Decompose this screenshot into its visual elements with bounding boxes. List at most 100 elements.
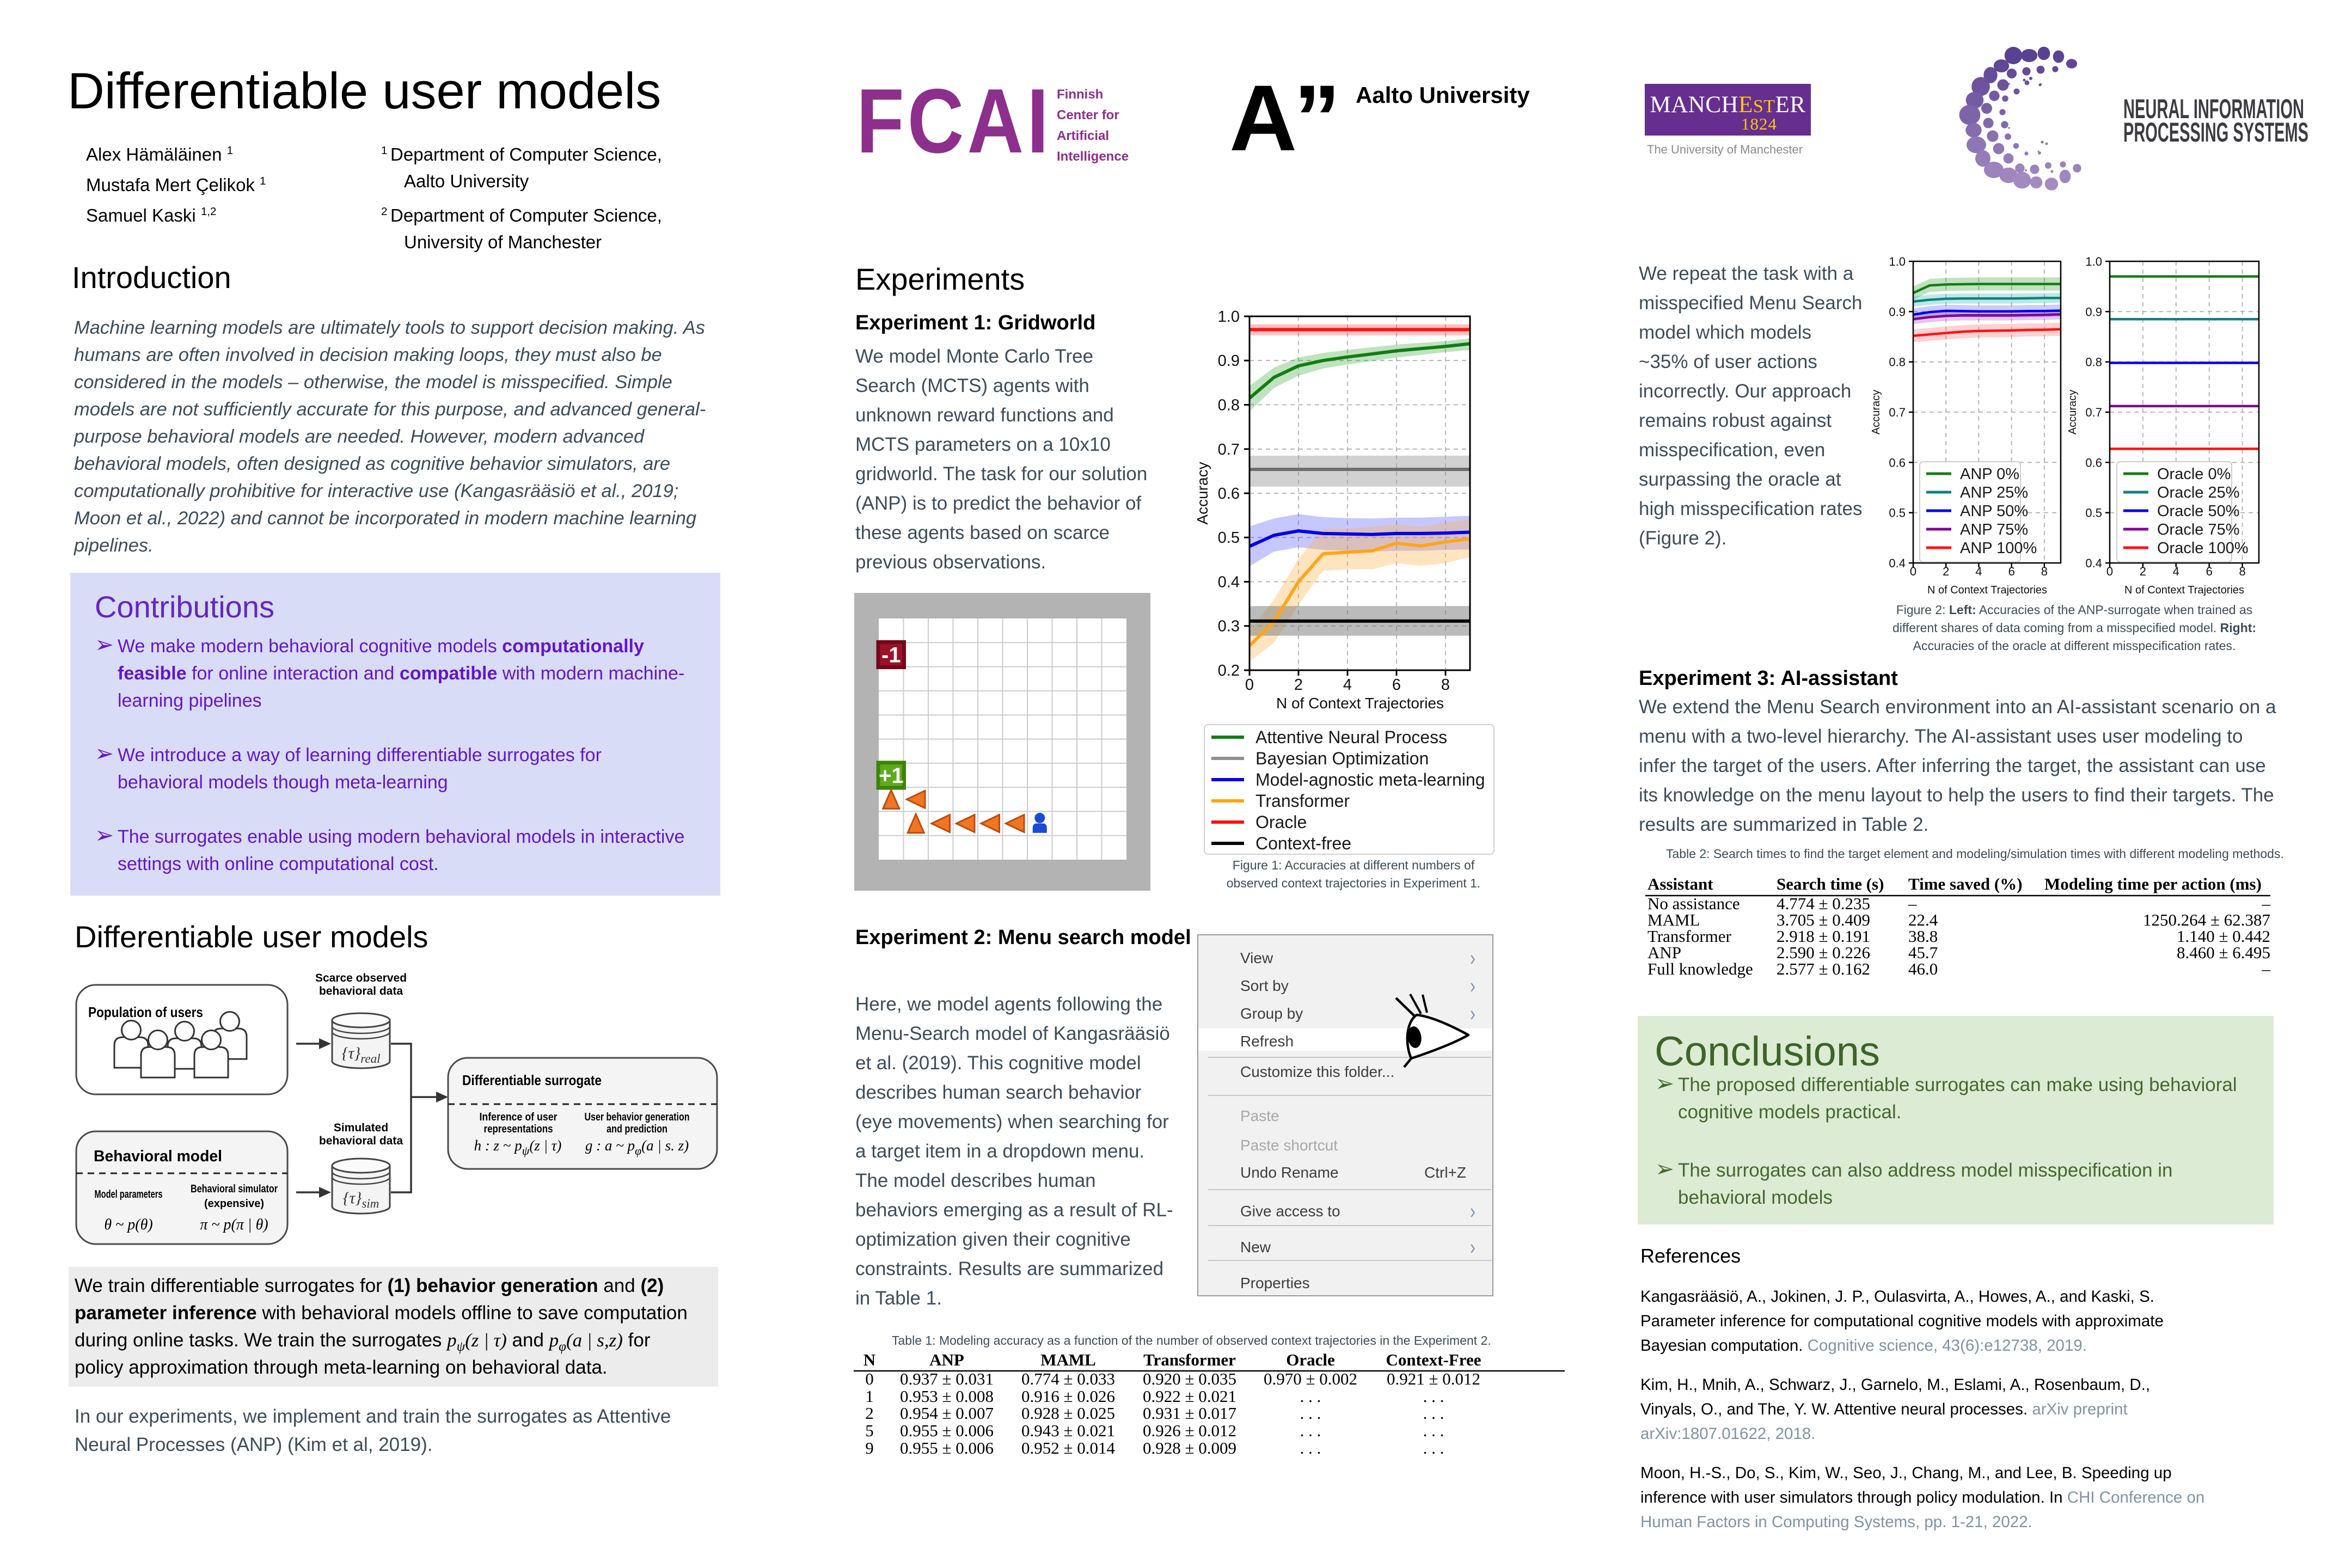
svg-text:0.955 ± 0.006: 0.955 ± 0.006 (900, 1421, 994, 1440)
svg-text:38.8: 38.8 (1908, 927, 1938, 946)
svg-text:0.943 ± 0.021: 0.943 ± 0.021 (1021, 1421, 1115, 1440)
svg-text:8.460 ± 6.495: 8.460 ± 6.495 (2177, 943, 2270, 962)
svg-text:4: 4 (2173, 565, 2179, 578)
svg-text:0: 0 (2106, 565, 2113, 578)
svg-text:Behavioral model: Behavioral model (94, 1148, 222, 1165)
svg-text:4: 4 (1343, 676, 1352, 694)
svg-text:Accuracy: Accuracy (1194, 462, 1211, 524)
svg-text:Accuracy: Accuracy (2067, 390, 2079, 434)
svg-text:Scarce observed: Scarce observed (315, 972, 407, 984)
svg-text:8: 8 (2239, 565, 2245, 578)
svg-text:6: 6 (2008, 565, 2015, 578)
svg-text:0.8: 0.8 (2085, 356, 2102, 369)
svg-text:2.590 ± 0.226: 2.590 ± 0.226 (1777, 943, 1870, 962)
svg-text:0.955 ± 0.006: 0.955 ± 0.006 (900, 1438, 994, 1457)
svg-text:–: – (2262, 894, 2271, 913)
svg-text:Oracle 75%: Oracle 75% (2157, 521, 2240, 538)
svg-text:8: 8 (1441, 676, 1450, 694)
svg-text:0.9: 0.9 (1218, 352, 1240, 370)
svg-text:0.954 ± 0.007: 0.954 ± 0.007 (900, 1404, 994, 1423)
svg-text:. . .: . . . (1423, 1387, 1444, 1406)
svg-text:0.7: 0.7 (2085, 406, 2102, 419)
svg-text:0.3: 0.3 (1218, 618, 1240, 635)
svg-text:5: 5 (865, 1421, 874, 1440)
svg-text:0.916 ± 0.026: 0.916 ± 0.026 (1021, 1387, 1115, 1406)
svg-text:ANP 50%: ANP 50% (1960, 503, 2028, 520)
svg-text:4.774 ± 0.235: 4.774 ± 0.235 (1777, 894, 1870, 913)
svg-text:0.2: 0.2 (1218, 662, 1240, 679)
svg-text:0.4: 0.4 (1218, 574, 1240, 591)
svg-text:Transformer: Transformer (1143, 1350, 1236, 1369)
svg-text:. . .: . . . (1423, 1404, 1444, 1423)
svg-text:+1: +1 (879, 764, 904, 788)
svg-text:Transformer: Transformer (1647, 927, 1732, 946)
svg-text:. . .: . . . (1300, 1387, 1321, 1406)
svg-text:ANP 0%: ANP 0% (1960, 465, 2019, 483)
svg-text:0.920 ± 0.035: 0.920 ± 0.035 (1143, 1369, 1236, 1388)
svg-text:N of Context Trajectories: N of Context Trajectories (1276, 695, 1444, 712)
svg-text:ANP 25%: ANP 25% (1960, 484, 2028, 501)
svg-text:3.705 ± 0.409: 3.705 ± 0.409 (1777, 910, 1870, 929)
svg-text:2: 2 (2140, 565, 2146, 578)
svg-text:0.931 ± 0.017: 0.931 ± 0.017 (1143, 1404, 1236, 1423)
svg-text:Behavioral simulator: Behavioral simulator (191, 1183, 278, 1195)
svg-text:0.5: 0.5 (1218, 529, 1240, 547)
svg-text:1250.264 ± 62.387: 1250.264 ± 62.387 (2143, 910, 2270, 929)
svg-text:. . .: . . . (1300, 1438, 1321, 1457)
svg-text:0.921 ± 0.012: 0.921 ± 0.012 (1387, 1369, 1480, 1388)
svg-text:Oracle 100%: Oracle 100% (2157, 540, 2249, 557)
svg-text:0.4: 0.4 (2085, 556, 2102, 570)
svg-text:0.4: 0.4 (1889, 556, 1906, 570)
svg-text:Oracle: Oracle (1286, 1350, 1335, 1369)
svg-text:1.0: 1.0 (1218, 308, 1240, 326)
svg-text:No assistance: No assistance (1647, 894, 1740, 913)
svg-text:0.6: 0.6 (1889, 456, 1906, 469)
svg-text:0.8: 0.8 (1218, 397, 1240, 414)
svg-text:0.922 ± 0.021: 0.922 ± 0.021 (1143, 1387, 1236, 1406)
svg-text:Oracle 0%: Oracle 0% (2157, 465, 2231, 483)
svg-text:Inference of user: Inference of user (480, 1111, 558, 1123)
svg-text:Simulated: Simulated (334, 1122, 388, 1134)
svg-text:0.953 ± 0.008: 0.953 ± 0.008 (900, 1387, 994, 1406)
svg-text:–: – (1908, 894, 1917, 913)
svg-text:Oracle 25%: Oracle 25% (2157, 484, 2240, 501)
svg-text:Time saved (%): Time saved (%) (1908, 874, 2023, 893)
svg-text:User behavior generation: User behavior generation (585, 1111, 690, 1123)
svg-text:0.970 ± 0.002: 0.970 ± 0.002 (1264, 1369, 1357, 1388)
svg-text:0.5: 0.5 (2085, 506, 2102, 520)
svg-text:(expensive): (expensive) (204, 1198, 264, 1210)
svg-text:0.6: 0.6 (2085, 456, 2102, 469)
svg-text:2.577 ± 0.162: 2.577 ± 0.162 (1777, 959, 1870, 978)
svg-text:45.7: 45.7 (1908, 943, 1938, 962)
svg-text:Context-Free: Context-Free (1386, 1350, 1481, 1369)
svg-text:0.5: 0.5 (1889, 506, 1906, 520)
svg-text:0.7: 0.7 (1889, 406, 1906, 419)
svg-text:0.928 ± 0.025: 0.928 ± 0.025 (1021, 1404, 1115, 1423)
svg-text:1.140 ± 0.442: 1.140 ± 0.442 (2177, 927, 2270, 946)
svg-text:0.6: 0.6 (1218, 485, 1240, 503)
svg-text:Modeling time per action (ms): Modeling time per action (ms) (2044, 874, 2262, 893)
svg-text:behavioral data: behavioral data (319, 1135, 403, 1147)
svg-text:MAML: MAML (1040, 1350, 1096, 1369)
svg-text:2: 2 (1943, 565, 1949, 578)
svg-text:. . .: . . . (1423, 1421, 1444, 1440)
svg-text:Transformer: Transformer (1255, 791, 1350, 811)
svg-text:and prediction: and prediction (607, 1123, 667, 1135)
svg-text:22.4: 22.4 (1908, 910, 1938, 929)
svg-text:Population of users: Population of users (88, 1004, 203, 1020)
svg-text:–: – (2262, 959, 2271, 978)
svg-text:0.937 ± 0.031: 0.937 ± 0.031 (900, 1369, 994, 1388)
svg-text:0.9: 0.9 (1889, 305, 1906, 318)
svg-text:-1: -1 (881, 643, 901, 667)
svg-text:Oracle: Oracle (1255, 812, 1307, 832)
svg-text:ANP 100%: ANP 100% (1960, 540, 2037, 557)
svg-text:46.0: 46.0 (1908, 959, 1938, 978)
svg-text:. . .: . . . (1423, 1438, 1444, 1457)
svg-text:2: 2 (865, 1404, 874, 1423)
svg-text:θ ~ p(θ): θ ~ p(θ) (104, 1216, 152, 1233)
svg-text:0.928 ± 0.009: 0.928 ± 0.009 (1143, 1438, 1236, 1457)
svg-text:2: 2 (1294, 676, 1303, 694)
svg-text:0.8: 0.8 (1889, 356, 1906, 369)
svg-text:Attentive Neural Process: Attentive Neural Process (1255, 727, 1447, 747)
svg-text:Model parameters: Model parameters (95, 1189, 163, 1200)
